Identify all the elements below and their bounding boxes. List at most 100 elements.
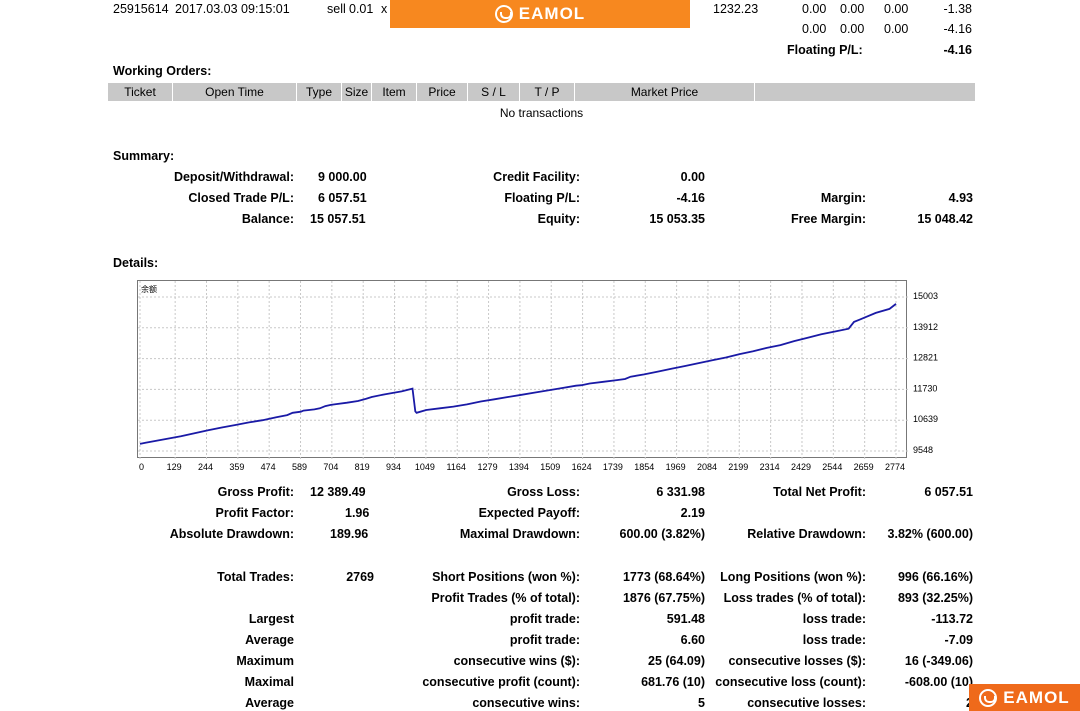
- eamol-logo-icon: [494, 5, 513, 23]
- relative-drawdown-label: Relative Drawdown:: [747, 527, 866, 541]
- expected-payoff-label: Expected Payoff:: [478, 506, 580, 520]
- x-tick-label: 2544: [822, 462, 842, 472]
- banner-text: EAMOL: [518, 4, 586, 23]
- swap-cell: 0.00: [884, 2, 909, 16]
- summary-floating-value: -4.16: [676, 191, 706, 205]
- largest-loss-label: loss trade:: [802, 612, 866, 626]
- col-size[interactable]: Size: [342, 83, 372, 101]
- total-c2: 0.00: [840, 22, 865, 36]
- loss-trades-value: 893 (32.25%): [897, 591, 973, 605]
- balance-series-line: [139, 303, 897, 445]
- item-cell: x: [381, 2, 388, 16]
- working-orders-header: Ticket Open Time Type Size Item Price S …: [108, 83, 975, 101]
- summary-title: Summary:: [113, 149, 175, 163]
- loss-trades-label: Loss trades (% of total):: [723, 591, 866, 605]
- absolute-drawdown-label: Absolute Drawdown:: [169, 527, 294, 541]
- details-title: Details:: [113, 256, 159, 270]
- x-tick-label: 1394: [509, 462, 529, 472]
- max-consec-losses-label: consecutive losses ($):: [728, 654, 866, 668]
- ticket-cell: 25915614: [113, 2, 169, 16]
- average-profit-value: 6.60: [680, 633, 705, 647]
- equity-label: Equity:: [537, 212, 580, 226]
- floating-pl-value: -4.16: [943, 43, 973, 57]
- margin-label: Margin:: [820, 191, 866, 205]
- margin-value: 4.93: [948, 191, 973, 205]
- balance-chart-svg: 余额: [138, 281, 908, 459]
- relative-drawdown-value: 3.82% (600.00): [887, 527, 973, 541]
- x-tick-label: 1854: [634, 462, 654, 472]
- x-tick-label: 2429: [791, 462, 811, 472]
- eamol-watermark: EAMOL: [969, 684, 1080, 711]
- x-tick-label: 2314: [760, 462, 780, 472]
- maximum-label: Maximum: [236, 654, 294, 668]
- x-tick-label: 129: [167, 462, 182, 472]
- x-tick-label: 1049: [415, 462, 435, 472]
- long-positions-label: Long Positions (won %):: [720, 570, 866, 584]
- largest-label: Largest: [248, 612, 294, 626]
- x-tick-label: 934: [386, 462, 401, 472]
- avg-consec-losses-label: consecutive losses:: [747, 696, 866, 710]
- profit-factor-label: Profit Factor:: [215, 506, 294, 520]
- short-positions-value: 1773 (68.64%): [622, 570, 705, 584]
- short-positions-label: Short Positions (won %):: [432, 570, 580, 584]
- col-item[interactable]: Item: [372, 83, 417, 101]
- total-net-value: 6 057.51: [924, 485, 973, 499]
- average-loss-value: -7.09: [944, 633, 974, 647]
- expected-payoff-value: 2.19: [680, 506, 705, 520]
- watermark-text: EAMOL: [1003, 687, 1070, 707]
- col-ticket[interactable]: Ticket: [108, 83, 173, 101]
- x-tick-label: 359: [229, 462, 244, 472]
- col-price[interactable]: Price: [417, 83, 468, 101]
- avg-consec-wins-value: 5: [698, 696, 705, 710]
- x-tick-label: 1164: [447, 462, 466, 472]
- col-tp[interactable]: T / P: [520, 83, 575, 101]
- avg-consec-wins-label: consecutive wins:: [472, 696, 580, 710]
- col-type[interactable]: Type: [297, 83, 342, 101]
- working-orders-title: Working Orders:: [113, 64, 212, 78]
- gross-profit-label: Gross Profit:: [217, 485, 294, 499]
- total-c3: 0.00: [884, 22, 909, 36]
- average-profit-label: profit trade:: [509, 633, 580, 647]
- average-label: Average: [245, 633, 294, 647]
- y-tick-label: 10639: [913, 414, 938, 424]
- largest-profit-value: 591.48: [666, 612, 705, 626]
- closed-pl-label: Closed Trade P/L:: [188, 191, 294, 205]
- y-tick-label: 15003: [913, 291, 938, 301]
- profit-factor-value: 1.96: [345, 506, 370, 520]
- gross-profit-value: 12 389.49: [310, 485, 366, 499]
- y-tick-label: 12821: [913, 353, 938, 363]
- balance-value: 15 057.51: [310, 212, 366, 226]
- y-tick-label: 11730: [913, 383, 937, 393]
- sl-cell: 0.00: [802, 2, 827, 16]
- price-cell: 1232.23: [713, 2, 759, 16]
- max-consec-losses-value: 16 (-349.06): [904, 654, 973, 668]
- col-sl[interactable]: S / L: [468, 83, 520, 101]
- gross-loss-label: Gross Loss:: [507, 485, 580, 499]
- total-trades-label: Total Trades:: [217, 570, 294, 584]
- x-tick-label: 1624: [572, 462, 592, 472]
- balance-label: Balance:: [241, 212, 294, 226]
- maximal-consec-loss-value: -608.00 (10): [904, 675, 973, 689]
- maximal-consec-profit-value: 681.76 (10): [641, 675, 705, 689]
- x-tick-label: 1739: [603, 462, 623, 472]
- col-open-time[interactable]: Open Time: [173, 83, 297, 101]
- y-tick-label: 13912: [913, 322, 938, 332]
- largest-profit-label: profit trade:: [509, 612, 580, 626]
- summary-floating-label: Floating P/L:: [504, 191, 580, 205]
- x-tick-label: 244: [198, 462, 213, 472]
- total-net-label: Total Net Profit:: [773, 485, 866, 499]
- x-tick-label: 1279: [478, 462, 498, 472]
- profit-trades-label: Profit Trades (% of total):: [431, 591, 580, 605]
- avg-consec-losses-value: 2: [880, 696, 973, 710]
- col-market-price[interactable]: Market Price: [575, 83, 755, 101]
- eamol-banner: EAMOL: [390, 0, 690, 28]
- col-blank: [755, 83, 975, 101]
- deposit-label: Deposit/Withdrawal:: [173, 170, 294, 184]
- x-tick-label: 2084: [697, 462, 717, 472]
- x-tick-label: 0: [139, 462, 144, 472]
- x-tick-label: 2199: [728, 462, 748, 472]
- profit-cell: -1.38: [943, 2, 973, 16]
- x-tick-label: 1969: [666, 462, 686, 472]
- deposit-value: 9 000.00: [318, 170, 367, 184]
- maximal-consec-profit-label: consecutive profit (count):: [422, 675, 580, 689]
